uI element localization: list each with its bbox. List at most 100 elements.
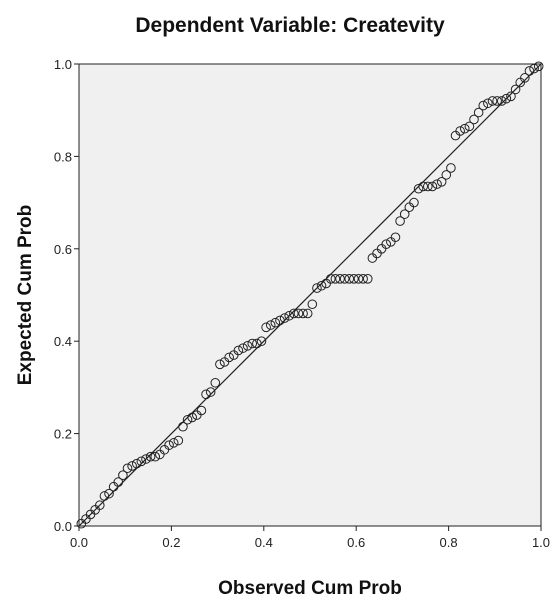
data-point xyxy=(492,96,502,106)
data-point xyxy=(145,451,156,462)
data-point xyxy=(141,454,151,464)
data-point xyxy=(302,308,313,319)
data-point xyxy=(339,274,350,284)
data-point xyxy=(487,96,498,106)
x-axis-label: Observed Cum Prob xyxy=(218,578,402,599)
data-point xyxy=(256,336,267,347)
data-point xyxy=(113,477,124,487)
data-point xyxy=(335,274,345,284)
data-point xyxy=(358,274,368,284)
data-point xyxy=(501,93,512,104)
data-point xyxy=(362,274,373,284)
data-point xyxy=(293,308,304,319)
data-point xyxy=(529,63,539,74)
data-point xyxy=(210,377,221,388)
y-axis-label: Expected Cum Prob xyxy=(15,205,36,386)
data-point xyxy=(464,121,475,132)
y-tick-label: 0.4 xyxy=(54,334,72,349)
data-point xyxy=(173,435,184,446)
data-point xyxy=(520,73,530,83)
data-point xyxy=(446,163,456,173)
data-point xyxy=(496,96,507,106)
data-point xyxy=(261,322,271,333)
y-tick-label: 0.0 xyxy=(54,519,72,534)
data-point xyxy=(483,98,493,109)
data-point xyxy=(284,310,295,321)
data-point xyxy=(473,107,484,118)
data-point xyxy=(224,352,234,363)
data-point xyxy=(312,283,322,293)
data-point xyxy=(524,66,535,76)
data-point xyxy=(510,84,521,95)
data-point xyxy=(242,341,253,351)
data-point xyxy=(233,345,244,356)
y-tick-label: 0.6 xyxy=(54,242,72,257)
data-point xyxy=(127,461,137,471)
data-point xyxy=(325,274,336,284)
data-point xyxy=(275,315,285,326)
data-point xyxy=(478,100,489,111)
data-point xyxy=(238,343,248,353)
data-point xyxy=(99,491,110,501)
data-point xyxy=(178,421,188,432)
x-axis: 0.0 0.2 0.4 0.6 0.8 1.0 xyxy=(70,526,550,550)
chart-title: Dependent Variable: Createvity xyxy=(135,14,445,37)
data-point xyxy=(118,470,128,480)
data-point xyxy=(150,451,161,462)
data-point xyxy=(399,209,410,219)
data-point xyxy=(94,500,105,511)
data-point xyxy=(413,183,424,194)
data-point xyxy=(436,177,447,187)
data-point xyxy=(395,216,405,226)
data-point xyxy=(423,181,433,192)
data-point xyxy=(201,389,211,400)
data-point xyxy=(390,232,401,243)
data-point xyxy=(316,280,327,291)
x-tick-label: 1.0 xyxy=(532,535,550,550)
data-point xyxy=(432,179,442,189)
data-point xyxy=(279,313,290,323)
reference-line xyxy=(78,63,542,527)
y-tick-label: 0.8 xyxy=(54,149,72,164)
data-point xyxy=(122,463,133,474)
data-point xyxy=(344,274,355,284)
data-point xyxy=(215,359,225,370)
data-point xyxy=(455,126,465,136)
data-point xyxy=(136,456,147,467)
data-point xyxy=(459,123,470,134)
data-point xyxy=(469,114,479,125)
y-tick-label: 0.2 xyxy=(54,427,72,442)
data-point xyxy=(196,405,207,416)
data-point xyxy=(247,338,258,349)
data-point xyxy=(506,91,516,102)
x-tick-label: 0.8 xyxy=(440,535,458,550)
data-point xyxy=(427,181,438,192)
data-point xyxy=(252,338,262,349)
data-point xyxy=(441,170,452,180)
data-point xyxy=(418,181,428,192)
data-point xyxy=(270,317,281,328)
y-tick-label: 1.0 xyxy=(54,57,72,72)
data-point xyxy=(182,414,193,425)
y-axis: 0.0 0.2 0.4 0.6 0.8 1.0 xyxy=(54,57,79,534)
x-tick-label: 0.2 xyxy=(162,535,180,550)
data-point xyxy=(533,61,544,72)
data-point xyxy=(307,299,318,310)
x-tick-label: 0.0 xyxy=(70,535,88,550)
data-point xyxy=(265,320,276,330)
data-point xyxy=(409,197,419,208)
data-point xyxy=(104,488,114,499)
data-points xyxy=(76,61,544,529)
data-point xyxy=(349,274,359,284)
data-point xyxy=(353,274,364,284)
data-point xyxy=(168,438,179,448)
x-tick-label: 0.6 xyxy=(347,535,365,550)
data-point xyxy=(187,412,197,423)
data-point xyxy=(289,308,299,319)
data-point xyxy=(205,387,216,397)
data-point xyxy=(164,440,174,450)
data-point xyxy=(131,458,142,469)
data-point xyxy=(298,308,308,319)
data-point xyxy=(381,239,392,249)
